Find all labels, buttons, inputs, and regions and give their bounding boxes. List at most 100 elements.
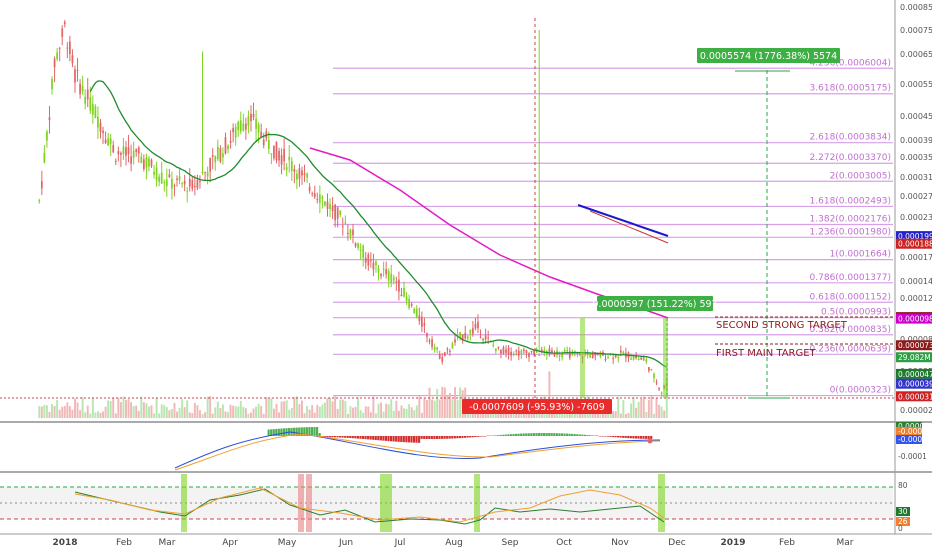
volume-bar xyxy=(48,411,51,418)
candle-body xyxy=(403,288,405,297)
macd-histogram-bar xyxy=(543,433,546,436)
volume-bar xyxy=(454,387,456,418)
volume-bar xyxy=(239,400,242,418)
candle-body xyxy=(66,47,69,49)
macd-histogram-bar xyxy=(527,433,530,436)
candle-body xyxy=(158,176,161,182)
x-axis-tick-label: Mar xyxy=(837,538,854,548)
macd-histogram-bar xyxy=(469,436,472,438)
volume-bar xyxy=(176,411,178,418)
price-tag-box xyxy=(896,368,932,379)
volume-bar xyxy=(576,413,579,418)
macd-histogram-bar xyxy=(438,436,441,439)
macd-histogram-bar xyxy=(471,436,474,438)
macd-histogram-bar xyxy=(601,436,604,437)
macd-axis-label: -0.0000 xyxy=(898,435,927,444)
candle-body xyxy=(209,157,212,172)
macd-histogram-bar xyxy=(446,436,449,439)
volume-bar xyxy=(160,404,163,418)
macd-histogram-bar xyxy=(443,436,446,439)
candle-body xyxy=(260,131,263,137)
macd-tag-box xyxy=(896,427,922,436)
volume-bar xyxy=(224,411,227,418)
candle-body xyxy=(153,171,155,175)
candle-body xyxy=(114,160,117,162)
fib-label: 0.236(0.0000639) xyxy=(810,344,891,354)
macd-histogram-bar xyxy=(346,436,349,438)
macd-histogram-bar xyxy=(474,436,477,438)
macd-histogram-bar xyxy=(430,436,433,439)
candle-body xyxy=(107,138,110,146)
fib-label: 1.236(0.0001980) xyxy=(810,227,891,237)
fibonacci-levels: 0(0.0000323) 0.236(0.0000639) 0.382(0.0000… xyxy=(333,58,893,397)
volume-bar xyxy=(130,402,133,418)
volume-bar xyxy=(196,405,199,418)
candle-body xyxy=(329,204,331,210)
candle-body xyxy=(56,52,59,60)
volume-bar xyxy=(339,399,342,418)
macd-histogram-bar xyxy=(451,436,454,439)
candle-body xyxy=(71,55,74,64)
candle-body xyxy=(306,173,308,178)
candle-body xyxy=(171,178,173,189)
volume-bar xyxy=(548,371,551,418)
candle-body xyxy=(543,350,546,352)
volume-bar xyxy=(293,396,296,418)
candle-body xyxy=(477,321,479,329)
price-tag-box xyxy=(896,238,932,249)
macd-histogram-bar xyxy=(453,436,456,439)
candle-body xyxy=(359,249,362,251)
candle-body xyxy=(655,382,658,384)
candle-body xyxy=(204,171,206,173)
macd-histogram-bar xyxy=(576,434,579,436)
volume-bar xyxy=(311,405,314,418)
trend-line-blue xyxy=(577,204,669,237)
macd-histogram-bar xyxy=(410,436,413,443)
candle-body xyxy=(69,41,71,55)
volume-bar xyxy=(153,413,156,418)
candle-body xyxy=(270,153,273,155)
macd-histogram-bar xyxy=(448,436,451,439)
candle-body xyxy=(500,349,502,354)
macd-histogram-bar xyxy=(627,436,630,439)
volume-bar xyxy=(61,406,64,418)
volume-bar xyxy=(397,410,400,418)
volume-bar xyxy=(234,406,237,418)
macd-histogram-bar xyxy=(313,427,316,436)
candle-body xyxy=(392,277,395,281)
volume-bar xyxy=(181,399,184,418)
macd-histogram-bar xyxy=(494,435,497,436)
macd-histogram-bar xyxy=(338,436,342,438)
macd-histogram-bar xyxy=(537,433,541,436)
volume-bar xyxy=(204,412,207,418)
rsi-axis-label: 30 xyxy=(898,507,908,516)
fib-label: 1.382(0.0002176) xyxy=(810,215,891,225)
candle-body xyxy=(553,355,556,357)
macd-histogram-bar xyxy=(514,433,518,436)
volume-bar xyxy=(278,412,281,418)
macd-histogram-bar xyxy=(333,436,337,438)
candle-body xyxy=(637,358,640,361)
volume-bar xyxy=(91,398,94,418)
candle-body xyxy=(660,392,663,394)
x-axis-tick-label: Feb xyxy=(779,538,795,548)
candle-body xyxy=(438,353,441,359)
candle-body xyxy=(449,351,451,353)
volume-bar xyxy=(448,393,451,418)
candle-body xyxy=(405,296,408,301)
macd-histogram-bar xyxy=(507,434,510,436)
macd-histogram-bar xyxy=(502,434,505,436)
macd-histogram-bar xyxy=(374,436,377,441)
macd-signal-line xyxy=(174,433,661,471)
candle-body xyxy=(219,148,222,162)
candle-body xyxy=(234,126,237,138)
candle-body xyxy=(357,242,359,248)
macd-histogram-bar xyxy=(369,436,372,440)
candle-body xyxy=(112,145,115,153)
macd-histogram-bar xyxy=(341,436,344,438)
candle-body xyxy=(372,262,375,270)
macd-histogram-bar xyxy=(372,436,375,440)
candle-body xyxy=(443,352,446,356)
candle-body xyxy=(472,328,474,334)
